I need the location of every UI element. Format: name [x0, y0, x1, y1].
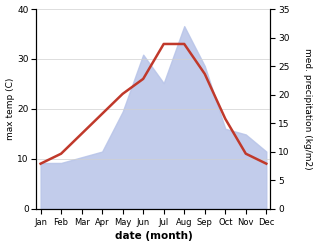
Y-axis label: max temp (C): max temp (C)	[5, 78, 15, 140]
Y-axis label: med. precipitation (kg/m2): med. precipitation (kg/m2)	[303, 48, 313, 170]
X-axis label: date (month): date (month)	[114, 231, 192, 242]
